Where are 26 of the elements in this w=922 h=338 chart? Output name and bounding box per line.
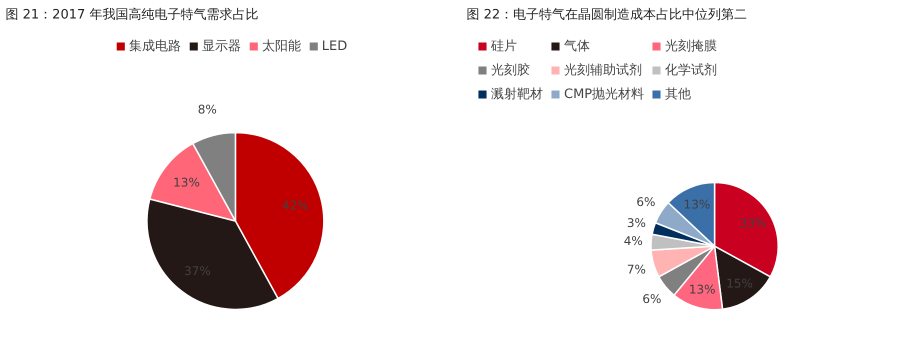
legend-label: 溅射靶材 (491, 86, 543, 103)
legend-label: 光刻掩膜 (665, 38, 718, 55)
legend-label: CMP抛光材料 (564, 86, 644, 103)
data-label: 6% (636, 194, 656, 209)
data-label: 3% (626, 216, 646, 230)
legend-label: 太阳能 (262, 38, 301, 55)
legend-label: 气体 (564, 38, 590, 55)
legend-label: 显示器 (202, 38, 241, 55)
data-label: 13% (688, 282, 716, 297)
legend-label: 光刻辅助试剂 (564, 62, 642, 79)
data-label: 6% (642, 292, 662, 306)
data-label: 8% (198, 102, 217, 116)
legend-label: 其他 (665, 86, 692, 103)
data-label: 4% (624, 234, 643, 248)
data-label: 7% (626, 262, 646, 276)
legend-label: 化学试剂 (665, 62, 718, 79)
data-label: 13% (173, 175, 200, 190)
data-label: 13% (684, 198, 710, 212)
chart-title: 图 21：2017 年我国高纯电子特气需求占比 (6, 6, 258, 22)
data-label: 42% (282, 198, 309, 212)
legend-label: 光刻胶 (491, 62, 530, 79)
legend-label: 集成电路 (128, 38, 181, 55)
chart-title: 图 22：电子特气在晶圆制造成本占比中位列第二 (466, 8, 748, 22)
data-label: 33% (740, 216, 766, 230)
legend-label: LED (322, 38, 348, 54)
legend-label: 硅片 (491, 38, 517, 55)
